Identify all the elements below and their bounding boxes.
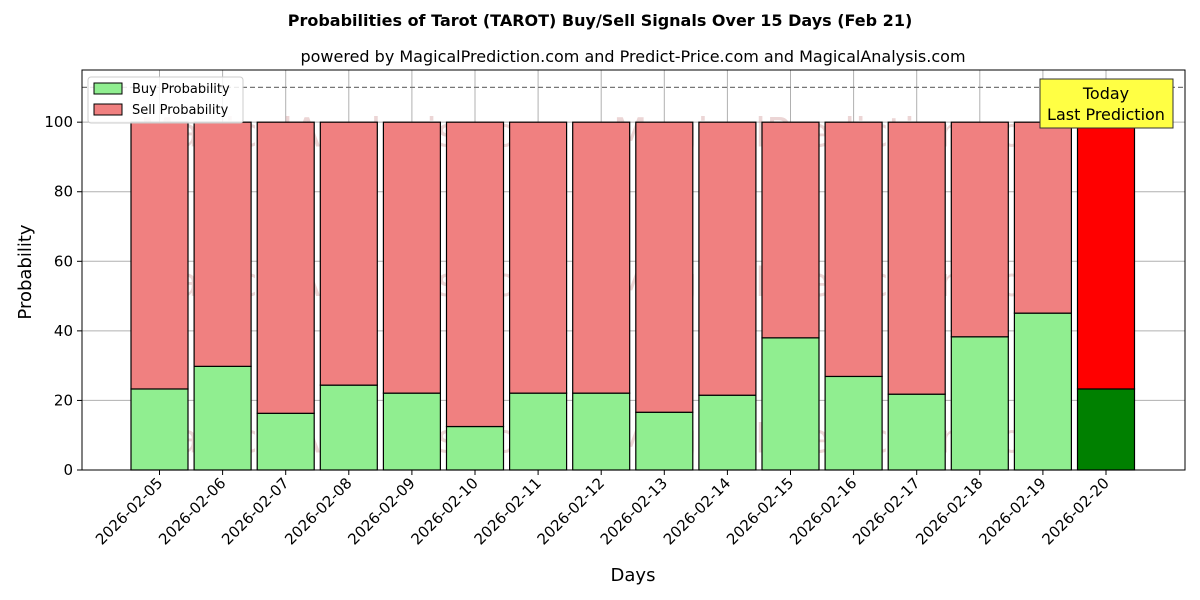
bar-buy (635, 411, 694, 471)
x-tick-label: 2026-02-10 (407, 474, 481, 548)
bar-buy (445, 425, 505, 471)
annotation-box (1039, 78, 1174, 129)
bar-sell (824, 121, 883, 378)
legend-swatch (93, 103, 123, 116)
annotation-text: Last Prediction (1047, 105, 1165, 124)
y-tick-label: 20 (54, 391, 73, 409)
x-tick-label: 2026-02-09 (344, 474, 418, 548)
x-tick-label: 2026-02-20 (1038, 474, 1112, 548)
bar-sell (509, 121, 568, 394)
bar-sell (319, 121, 378, 386)
bar-buy (1013, 312, 1073, 471)
bar-buy (1076, 388, 1136, 471)
chart-subtitle: powered by MagicalPrediction.com and Pre… (300, 47, 965, 66)
y-tick-label: 0 (63, 461, 73, 479)
x-tick-label: 2026-02-14 (660, 474, 734, 548)
bar-sell (572, 121, 631, 394)
x-tick-label: 2026-02-08 (281, 474, 355, 548)
bar-sell (887, 121, 946, 395)
x-tick-label: 2026-02-15 (723, 474, 797, 548)
bar-buy (761, 337, 820, 471)
bar-sell (193, 121, 252, 367)
chart-title: Probabilities of Tarot (TAROT) Buy/Sell … (288, 11, 913, 30)
bar-buy (256, 412, 315, 471)
today-annotation: Today Last Prediction (1039, 78, 1174, 129)
x-tick-label: 2026-02-19 (975, 474, 1049, 548)
y-tick-label: 100 (44, 113, 73, 131)
y-tick-label: 40 (54, 322, 73, 340)
annotation-text: Today (1082, 84, 1129, 103)
y-tick-label: 60 (54, 252, 73, 270)
bar-sell (761, 121, 820, 339)
bars-layer (130, 121, 1136, 471)
y-axis-label: Probability (15, 224, 36, 319)
x-tick-label: 2026-02-18 (912, 474, 986, 548)
x-tick-label: 2026-02-11 (471, 474, 545, 548)
bar-sell (1013, 121, 1073, 314)
legend-label: Buy Probability (132, 82, 230, 97)
bar-buy (319, 384, 378, 471)
y-tick-label: 80 (54, 183, 73, 201)
x-tick-label: 2026-02-06 (155, 474, 229, 548)
legend-swatch (93, 82, 123, 95)
bar-sell (698, 121, 757, 396)
bar-buy (887, 393, 946, 471)
x-tick-label: 2026-02-16 (786, 474, 860, 548)
bar-sell (130, 121, 189, 390)
x-tick-label: 2026-02-07 (218, 474, 292, 548)
bar-buy (130, 388, 189, 471)
bar-sell (445, 121, 505, 428)
legend-box (87, 76, 244, 124)
bar-sell (382, 121, 441, 394)
x-tick-label: 2026-02-12 (534, 474, 608, 548)
bar-buy (193, 365, 252, 471)
bar-sell (256, 121, 315, 414)
bar-sell (950, 121, 1009, 338)
bar-buy (698, 394, 757, 471)
x-tick-label: 2026-02-17 (849, 474, 923, 548)
x-axis-label: Days (611, 565, 656, 586)
x-tick-label: 2026-02-13 (597, 474, 671, 548)
bar-buy (382, 392, 441, 471)
bar-buy (509, 392, 568, 471)
legend: Buy Probability Sell Probability (87, 76, 244, 124)
legend-label: Sell Probability (132, 103, 229, 118)
plot-frame (81, 69, 1186, 471)
bar-sell (1076, 121, 1136, 390)
bar-buy (572, 392, 631, 471)
bar-buy (950, 336, 1009, 471)
bar-sell (635, 121, 694, 413)
bar-buy (824, 375, 883, 471)
x-tick-label: 2026-02-05 (92, 474, 166, 548)
